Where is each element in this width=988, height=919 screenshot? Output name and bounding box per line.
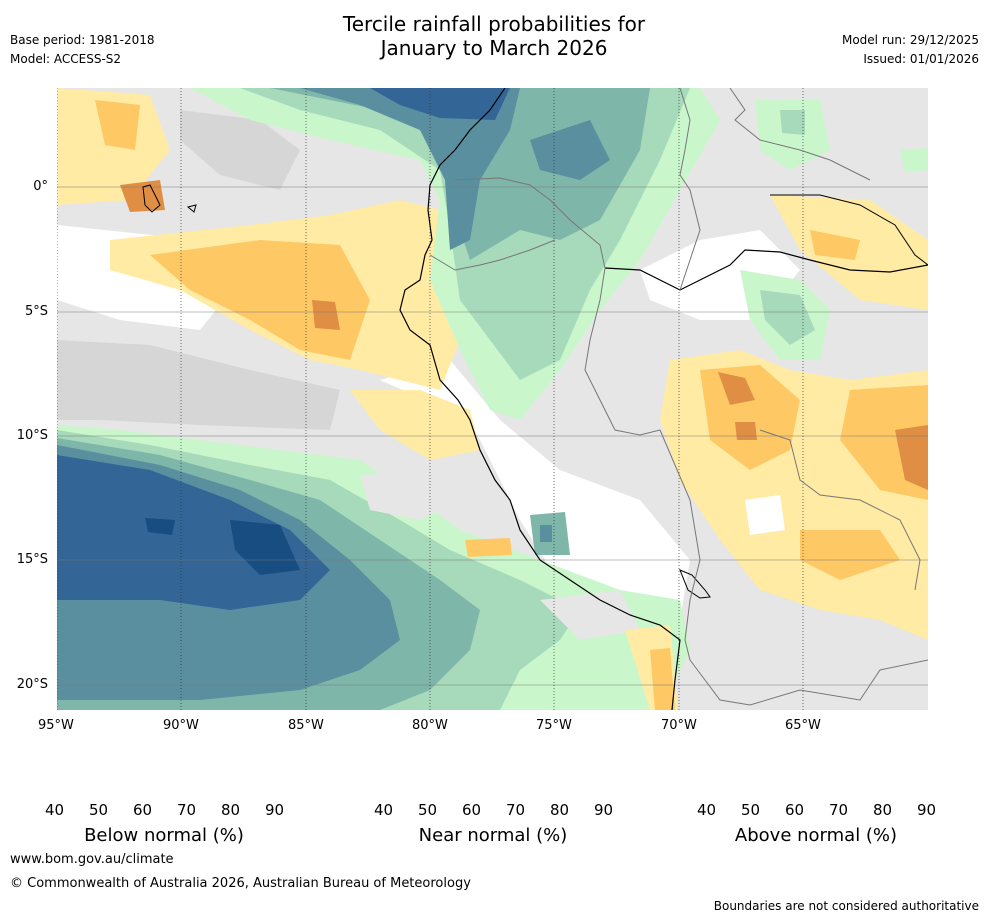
- cb-below-tick-60: 60: [133, 801, 153, 819]
- cb-below-tick-90: 90: [265, 801, 285, 819]
- amazon-river-branch: [770, 194, 928, 266]
- cb-above-tick-40: 40: [697, 801, 717, 819]
- map-title: Tercile rainfall probabilities for Janua…: [0, 12, 988, 60]
- cb-above-label: Above normal (%): [734, 825, 898, 846]
- below-normal-area: [57, 88, 170, 205]
- cb-below-tick-40: 40: [45, 801, 65, 819]
- footer-disclaimer: Boundaries are not considered authoritat…: [713, 899, 979, 913]
- base-period: Base period: 1981-2018: [10, 33, 155, 47]
- below-normal-area: [735, 422, 757, 440]
- above-normal-area: [760, 290, 815, 345]
- map-field: [57, 88, 928, 710]
- cb-below-label: Below normal (%): [84, 825, 244, 846]
- lat-tick-20s: 20°S: [16, 677, 48, 692]
- below-normal-area: [350, 390, 480, 460]
- below-normal-area: [650, 648, 675, 710]
- lon-tick-80w: 80°W: [412, 718, 448, 733]
- lon-tick-75w: 75°W: [536, 718, 572, 733]
- lat-tick-5s: 5°S: [24, 304, 48, 319]
- cb-near-tick-60: 60: [462, 801, 482, 819]
- above-normal-area: [900, 148, 928, 172]
- lat-tick-0: 0°: [33, 179, 48, 194]
- near-normal-patch: [57, 340, 340, 430]
- lon-tick-85w: 85°W: [288, 718, 324, 733]
- above-normal-area: [370, 88, 510, 120]
- lon-tick-90w: 90°W: [163, 718, 199, 733]
- below-normal-area: [95, 100, 140, 150]
- footer-copyright: © Commonwealth of Australia 2026, Austra…: [10, 876, 471, 891]
- lat-tick-15s: 15°S: [16, 552, 48, 567]
- cb-below-tick-70: 70: [177, 801, 197, 819]
- galapagos-islands: [186, 204, 197, 213]
- near-normal-patch: [540, 590, 640, 640]
- lake-titicaca: [679, 569, 711, 599]
- cb-near-tick-50: 50: [418, 801, 438, 819]
- model-run: Model run: 29/12/2025: [841, 33, 979, 47]
- galapagos-islands: [142, 184, 161, 213]
- neutral-area: [745, 495, 785, 535]
- near-normal-patch: [360, 470, 460, 520]
- above-normal-area: [300, 88, 520, 250]
- issued-date: Issued: 01/01/2026: [863, 52, 979, 66]
- cb-near-tick-70: 70: [506, 801, 526, 819]
- below-normal-area: [465, 538, 512, 557]
- model-name: Model: ACCESS-S2: [10, 52, 122, 66]
- above-normal-area: [540, 525, 552, 542]
- above-normal-area: [145, 518, 175, 535]
- border-peru-brazil: [584, 267, 661, 436]
- above-normal-area: [755, 100, 830, 170]
- amazon-river: [604, 249, 928, 291]
- cb-above-tick-90: 90: [917, 801, 937, 819]
- border-venezuela: [729, 88, 871, 181]
- probability-map: [57, 88, 928, 710]
- border-peru-bolivia: [659, 429, 701, 661]
- cb-above-tick-50: 50: [741, 801, 761, 819]
- title-line-1: Tercile rainfall probabilities for: [342, 12, 646, 36]
- border-bolivia-brazil: [759, 429, 921, 591]
- cb-near-tick-80: 80: [550, 801, 570, 819]
- above-normal-area: [530, 120, 610, 180]
- lon-tick-65w: 65°W: [785, 718, 821, 733]
- border-colombia-ecuador-peru: [454, 177, 606, 269]
- below-normal-area: [895, 425, 928, 490]
- above-normal-area: [230, 520, 300, 575]
- border-colombia-brazil: [679, 88, 701, 291]
- country-borders: [429, 88, 928, 706]
- below-normal-area: [718, 372, 755, 405]
- lon-tick-95w: 95°W: [38, 718, 74, 733]
- footer-url: www.bom.gov.au/climate: [10, 852, 174, 867]
- cb-above-tick-70: 70: [829, 801, 849, 819]
- cb-below-tick-50: 50: [89, 801, 109, 819]
- lat-tick-10s: 10°S: [16, 428, 48, 443]
- coastline: [399, 88, 681, 710]
- neutral-area: [380, 360, 690, 620]
- title-line-2: January to March 2026: [380, 36, 608, 60]
- lon-tick-70w: 70°W: [661, 718, 697, 733]
- near-normal-patch: [690, 570, 928, 710]
- border-ecuador-peru: [429, 239, 556, 271]
- cb-below-tick-80: 80: [221, 801, 241, 819]
- cb-near-tick-40: 40: [374, 801, 394, 819]
- cb-above-tick-80: 80: [873, 801, 893, 819]
- border-bolivia-south: [689, 659, 928, 706]
- near-normal-patch: [180, 110, 300, 190]
- below-normal-area: [150, 240, 370, 360]
- cb-near-label: Near normal (%): [418, 825, 568, 846]
- below-normal-area: [810, 230, 860, 260]
- above-normal-area: [780, 110, 805, 135]
- cb-above-tick-60: 60: [785, 801, 805, 819]
- cb-near-tick-90: 90: [594, 801, 614, 819]
- below-normal-area: [120, 180, 165, 212]
- below-normal-area: [312, 300, 340, 330]
- below-normal-area: [800, 530, 900, 580]
- graticule: [57, 186, 928, 686]
